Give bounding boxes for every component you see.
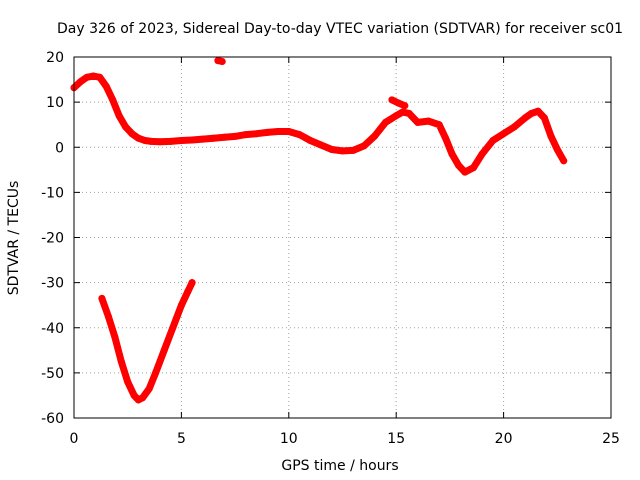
data-point [111, 333, 119, 341]
series-layer [70, 57, 568, 404]
y-tick-label: -10 [41, 185, 64, 201]
data-point [177, 301, 185, 309]
y-tick-label: -50 [41, 366, 64, 382]
data-point [388, 96, 396, 104]
data-point [382, 118, 389, 126]
x-tick-label: 20 [495, 431, 513, 447]
data-point [115, 112, 123, 120]
data-point [231, 132, 239, 140]
x-tick-label: 15 [387, 431, 405, 447]
x-tick-label: 0 [70, 431, 79, 447]
data-point [392, 112, 400, 120]
data-point [317, 141, 325, 149]
data-point [89, 72, 97, 80]
data-point [296, 131, 303, 139]
x-axis-label: GPS time / hours [281, 458, 398, 474]
data-point [442, 134, 450, 142]
data-point [339, 147, 346, 155]
data-point [96, 73, 104, 81]
data-point [98, 294, 106, 302]
data-point [220, 133, 228, 141]
data-point [547, 132, 555, 140]
x-tick-labels: 0 5 10 15 20 25 [70, 431, 620, 447]
data-point [528, 109, 535, 117]
data-point [521, 114, 529, 122]
data-point [167, 137, 175, 145]
data-point [470, 164, 477, 172]
data-point [540, 114, 548, 122]
data-point [414, 118, 422, 126]
y-axis-label: SDTVAR / TECUs [6, 181, 22, 296]
data-point [156, 138, 164, 146]
data-point [478, 150, 486, 158]
data-point [102, 82, 110, 90]
data-point [534, 107, 542, 115]
series-trace-low-arc [98, 279, 196, 404]
data-point [130, 391, 138, 399]
data-point [134, 134, 142, 142]
y-tick-label: -30 [41, 276, 64, 292]
data-point [199, 135, 207, 143]
data-point [218, 58, 226, 65]
data-point [461, 168, 469, 176]
y-tick-label: -20 [41, 231, 64, 247]
data-point [169, 324, 177, 332]
data-point [405, 109, 413, 117]
y-tick-label: 20 [46, 50, 64, 66]
data-point [285, 128, 293, 135]
data-point [263, 128, 271, 136]
data-point [139, 394, 147, 402]
data-point [177, 137, 185, 144]
data-point [360, 142, 368, 150]
data-point [510, 123, 518, 131]
tick-marks [73, 56, 612, 419]
data-point [104, 313, 112, 320]
data-point [253, 130, 261, 138]
data-point [401, 102, 409, 110]
data-point [553, 146, 561, 153]
data-point [399, 108, 407, 116]
y-tick-label: 0 [55, 140, 64, 156]
data-point [448, 150, 456, 158]
data-point [109, 96, 117, 104]
data-point [147, 137, 155, 145]
y-tick-label: -60 [41, 411, 64, 427]
data-point [83, 73, 91, 81]
data-point [349, 146, 357, 154]
x-tick-label: 25 [602, 431, 620, 447]
data-point [435, 121, 443, 129]
data-point [455, 161, 462, 169]
data-point [371, 132, 379, 140]
data-point [152, 369, 160, 377]
data-point [188, 136, 196, 144]
y-tick-label: 10 [46, 95, 64, 111]
data-point [145, 385, 153, 393]
data-point [328, 146, 336, 153]
data-point [242, 131, 250, 139]
data-point [160, 346, 168, 354]
data-point [122, 123, 130, 131]
x-tick-label: 10 [280, 431, 298, 447]
data-point [128, 130, 136, 138]
data-point [306, 137, 314, 144]
data-point [117, 358, 125, 366]
data-point [76, 78, 84, 86]
data-point [141, 137, 149, 144]
data-point [394, 99, 402, 107]
data-point [188, 279, 196, 287]
data-point [424, 117, 432, 125]
y-tick-labels: -60 -50 -40 -30 -20 -10 0 10 20 [41, 50, 64, 427]
chart-title: Day 326 of 2023, Sidereal Day-to-day VTE… [57, 21, 623, 37]
data-point [124, 378, 132, 386]
data-point [560, 157, 568, 165]
data-point [489, 137, 497, 144]
data-point [274, 128, 282, 135]
x-tick-label: 5 [177, 431, 186, 447]
data-point [184, 288, 192, 296]
data-point [210, 134, 218, 142]
data-point [500, 130, 508, 138]
y-tick-label: -40 [41, 321, 64, 337]
series-trace-main [70, 72, 568, 176]
